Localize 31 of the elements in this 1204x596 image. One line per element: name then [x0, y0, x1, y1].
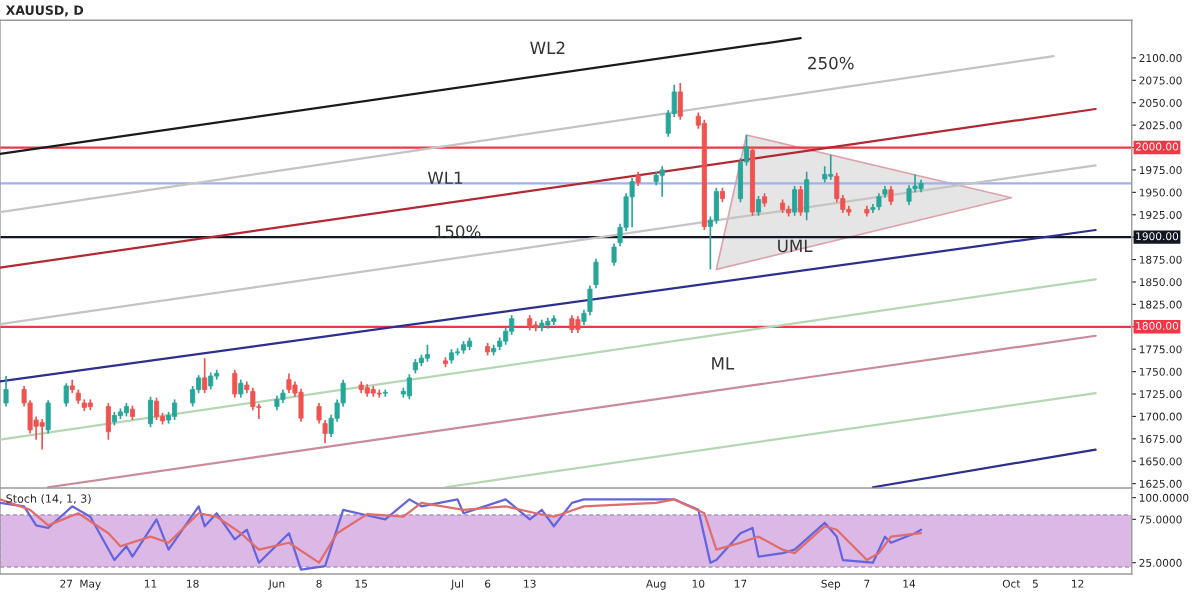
- candlestick: [828, 153, 834, 181]
- candlestick: [611, 242, 617, 267]
- candlestick: [659, 165, 665, 198]
- annotation: ML: [712, 357, 735, 370]
- annotation: 250%: [808, 56, 854, 70]
- candlestick: [286, 372, 292, 394]
- candlestick: [406, 373, 412, 401]
- candlestick: [153, 396, 160, 421]
- candlestick: [39, 418, 45, 451]
- candlestick: [792, 185, 798, 217]
- candlestick: [888, 185, 894, 206]
- annotation: 150%: [435, 225, 481, 238]
- candlestick: [147, 395, 154, 429]
- candlestick: [629, 177, 635, 229]
- candlestick: [202, 357, 208, 394]
- candlestick: [105, 402, 111, 441]
- candlestick: [63, 382, 69, 408]
- candlestick: [3, 375, 9, 408]
- candlestick: [45, 399, 51, 435]
- candlestick: [804, 170, 810, 221]
- candlestick: [593, 257, 599, 290]
- candlestick: [677, 82, 683, 121]
- candlestick: [232, 368, 238, 399]
- annotation: WL2: [530, 41, 565, 54]
- candlestick: [250, 386, 256, 411]
- candlestick: [755, 195, 762, 217]
- annotation: WL1: [427, 171, 463, 184]
- candlestick: [298, 387, 304, 423]
- candlestick: [172, 398, 178, 421]
- annotation: UML: [778, 239, 813, 253]
- candlestick: [798, 185, 804, 217]
